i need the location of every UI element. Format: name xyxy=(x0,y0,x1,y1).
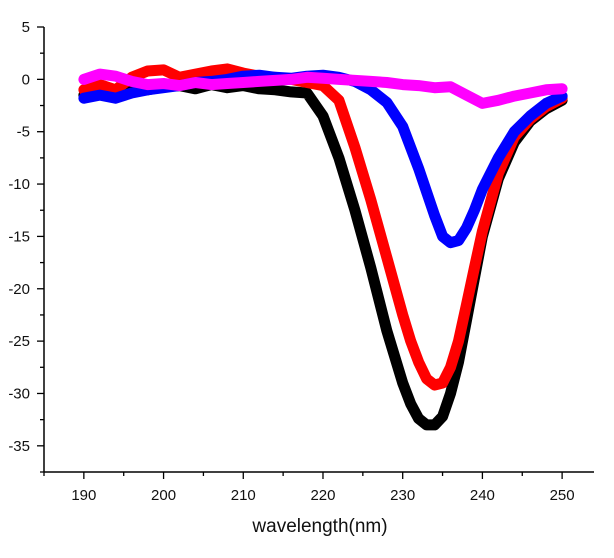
x-tick-label: 200 xyxy=(151,487,176,504)
x-tick-label: 240 xyxy=(470,487,495,504)
y-tick-label: 5 xyxy=(22,19,30,36)
y-tick-label: 0 xyxy=(22,71,30,88)
series-line-red xyxy=(78,63,568,391)
series-line-black xyxy=(78,79,568,431)
y-tick-label: -35 xyxy=(8,438,30,455)
y-tick-label: -10 xyxy=(8,176,30,193)
y-tick-label: -25 xyxy=(8,333,30,350)
x-tick-label: 190 xyxy=(71,487,96,504)
axes: 190 200 210 220 230 240 250 5 0 -5 -10 -15 -20 -25 -30… xyxy=(8,19,594,504)
y-tick-label: -15 xyxy=(8,228,30,245)
plot-lines xyxy=(78,63,568,431)
series-line-magenta xyxy=(78,68,568,109)
x-tick-label: 220 xyxy=(310,487,335,504)
x-tick-label: 210 xyxy=(231,487,256,504)
x-axis-title: wavelength(nm) xyxy=(251,516,387,537)
y-tick-label: -30 xyxy=(8,385,30,402)
x-tick-label: 250 xyxy=(550,487,575,504)
y-tick-label: -5 xyxy=(17,124,30,141)
y-tick-label: -20 xyxy=(8,281,30,298)
x-tick-label: 230 xyxy=(390,487,415,504)
